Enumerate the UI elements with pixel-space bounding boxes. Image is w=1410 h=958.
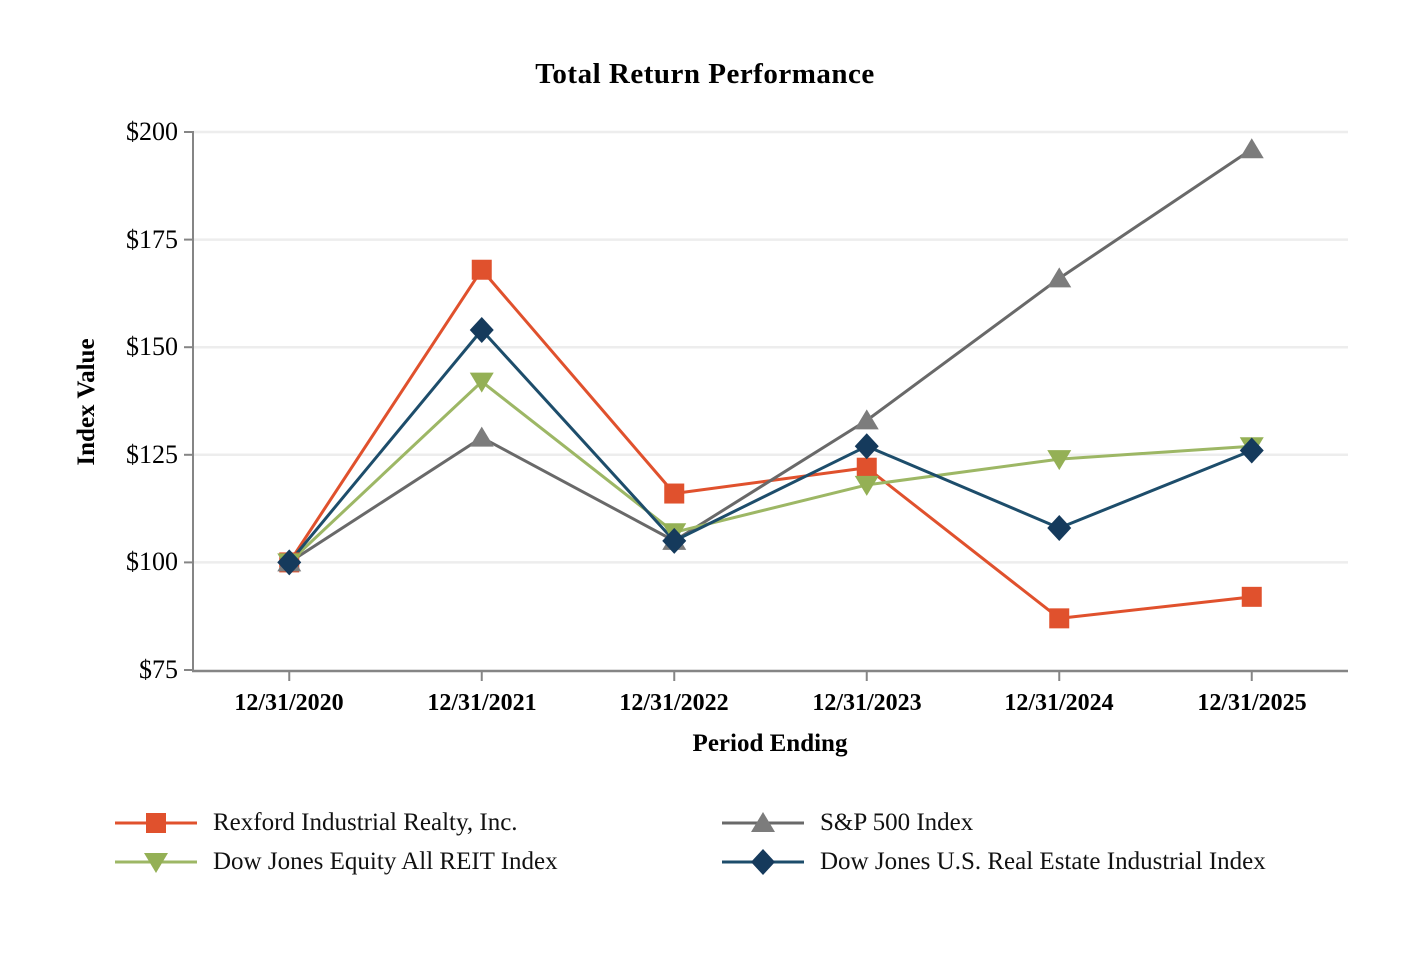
x-tick-label: 12/31/2024 xyxy=(1004,690,1114,716)
legend-label: Dow Jones U.S. Real Estate Industrial In… xyxy=(820,848,1266,875)
x-tick-label: 12/31/2023 xyxy=(812,690,922,716)
legend-label: Rexford Industrial Realty, Inc. xyxy=(213,809,518,836)
legend-swatch-triangle-down-icon xyxy=(115,853,197,873)
y-tick-label: $175 xyxy=(126,225,178,254)
x-tick-label: 12/31/2022 xyxy=(619,690,729,716)
legend-swatch-triangle-up-icon xyxy=(722,812,804,832)
chart-title: Total Return Performance xyxy=(535,58,875,90)
legend-swatch-diamond-icon xyxy=(722,849,804,875)
legend-item-dj-us-re-industrial: Dow Jones U.S. Real Estate Industrial In… xyxy=(720,846,1266,878)
x-tick-label: 12/31/2021 xyxy=(427,690,537,716)
x-tick-label: 12/31/2020 xyxy=(234,690,344,716)
x-axis-title: Period Ending xyxy=(692,730,848,757)
y-tick-label: $125 xyxy=(126,440,178,469)
y-tick-label: $75 xyxy=(139,655,178,684)
legend-label: Dow Jones Equity All REIT Index xyxy=(213,848,558,875)
legend-item-dj-equity-all-reit: Dow Jones Equity All REIT Index xyxy=(113,846,558,878)
y-tick-label: $150 xyxy=(126,332,178,361)
legend-swatch-square-icon xyxy=(115,813,197,833)
y-tick-label: $200 xyxy=(126,117,178,146)
y-axis-title: Index Value xyxy=(73,338,100,466)
y-tick-label: $100 xyxy=(126,547,178,576)
legend-label: S&P 500 Index xyxy=(820,809,974,836)
legend-item-rexford: Rexford Industrial Realty, Inc. xyxy=(113,807,518,839)
x-tick-label: 12/31/2025 xyxy=(1197,690,1307,716)
legend-item-sp500: S&P 500 Index xyxy=(720,807,973,839)
